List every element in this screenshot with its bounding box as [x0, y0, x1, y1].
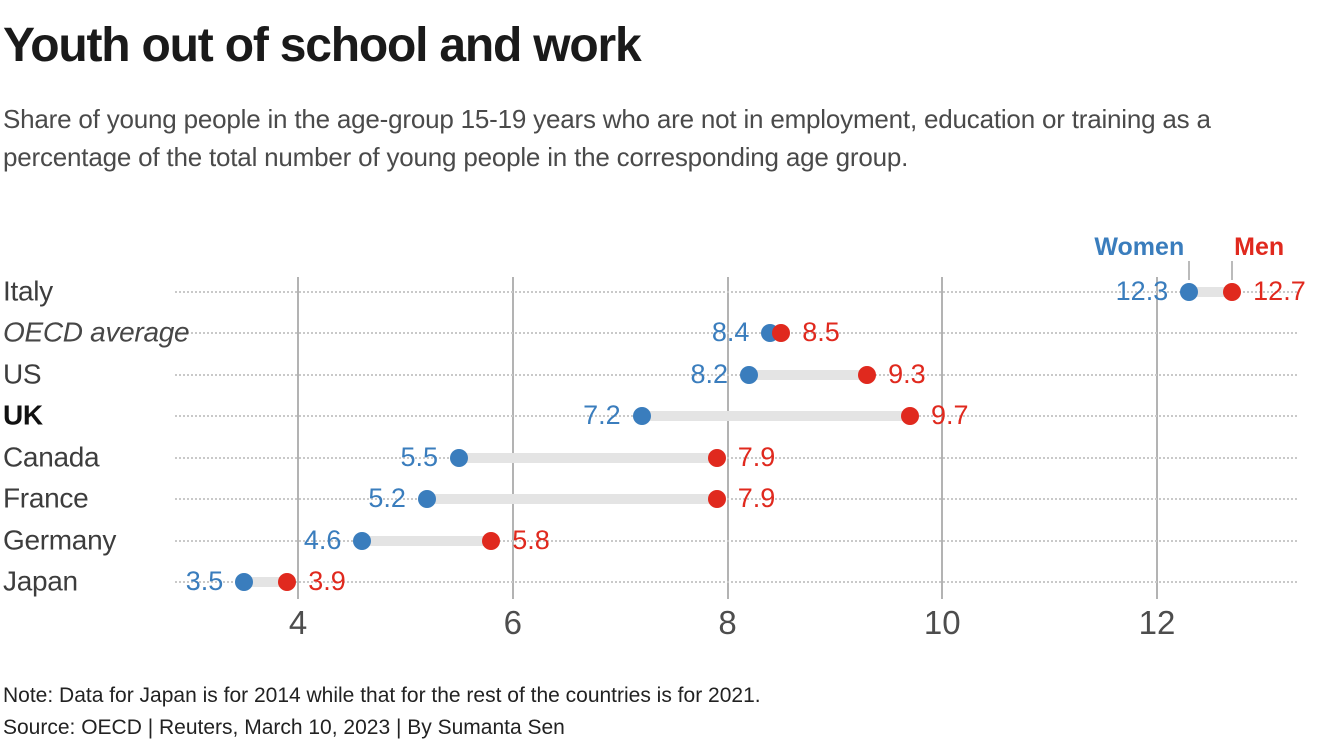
women-dot: [235, 573, 254, 591]
men-dot: [482, 531, 501, 550]
category-label: UK: [3, 399, 43, 431]
chart-title: Youth out of school and work: [3, 19, 642, 72]
row-gridline: [175, 373, 1297, 376]
men-dot: [858, 365, 877, 384]
women-dot: [632, 407, 651, 426]
x-gridline: [297, 277, 299, 599]
men-value-label: 7.9: [737, 483, 776, 514]
category-label: France: [3, 482, 89, 514]
row-gridline: [175, 498, 1297, 501]
connector-band: [1189, 287, 1233, 297]
category-label: OECD average: [3, 316, 190, 348]
women-dot: [1180, 283, 1199, 301]
chart-note: Note: Data for Japan is for 2014 while t…: [3, 684, 761, 707]
connector-band: [748, 369, 868, 380]
legend-tick-men: [1231, 261, 1234, 280]
x-tick-label: 10: [923, 604, 961, 641]
connector-band: [362, 535, 492, 546]
women-value-label: 4.6: [303, 524, 342, 555]
women-dot: [353, 531, 372, 550]
men-dot: [772, 324, 791, 343]
category-label: US: [3, 358, 42, 390]
men-dot: [901, 407, 920, 426]
connector-band: [459, 452, 717, 463]
women-value-label: 12.3: [1115, 275, 1169, 306]
x-tick-label: 6: [503, 604, 522, 641]
women-value-label: 8.2: [690, 358, 728, 389]
x-gridline: [511, 277, 514, 599]
men-value-label: 9.7: [931, 400, 969, 431]
legend-tick-women: [1188, 261, 1191, 280]
women-dot: [450, 448, 469, 467]
category-label: Japan: [3, 565, 78, 597]
x-gridline: [1156, 277, 1158, 599]
women-value-label: 5.5: [400, 441, 439, 472]
men-value-label: 3.9: [308, 565, 346, 596]
men-value-label: 5.8: [512, 524, 550, 555]
category-label: Germany: [3, 523, 117, 555]
row-gridline: [175, 581, 1297, 583]
x-tick-label: 8: [718, 604, 737, 641]
women-value-label: 3.5: [185, 565, 224, 596]
x-tick-label: 4: [288, 604, 308, 641]
chart-subtitle: Share of young people in the age-group 1…: [3, 104, 1211, 172]
men-dot: [707, 448, 726, 467]
men-value-label: 7.9: [737, 441, 776, 472]
connector-band: [641, 411, 911, 422]
x-tick-label: 12: [1138, 604, 1176, 641]
row-gridline: [175, 291, 1297, 293]
connector-band: [244, 577, 288, 587]
row-gridline: [175, 456, 1297, 459]
legend-men-label: Men: [1234, 233, 1285, 261]
connector-band: [426, 494, 717, 505]
women-value-label: 8.4: [711, 317, 750, 348]
men-dot: [1223, 283, 1242, 301]
category-label: Canada: [3, 441, 100, 473]
chart-source: Source: OECD | Reuters, March 10, 2023 |…: [3, 716, 565, 739]
men-value-label: 12.7: [1253, 275, 1306, 306]
category-label: Italy: [3, 275, 53, 307]
x-gridline: [941, 277, 944, 599]
women-dot: [739, 365, 758, 384]
men-value-label: 8.5: [802, 317, 840, 348]
legend-women-label: Women: [1094, 233, 1185, 261]
row-gridline: [175, 539, 1297, 542]
women-dot: [417, 490, 436, 509]
row-gridline: [175, 332, 1297, 335]
men-dot: [707, 490, 726, 509]
x-gridline: [726, 277, 729, 599]
men-dot: [278, 573, 297, 591]
women-value-label: 7.2: [583, 400, 621, 431]
men-value-label: 9.3: [888, 358, 926, 389]
women-value-label: 5.2: [368, 483, 406, 514]
